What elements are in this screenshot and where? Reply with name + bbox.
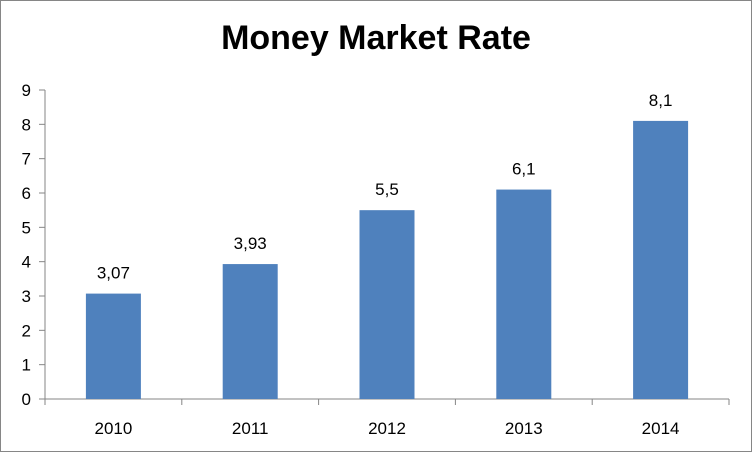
x-tick-label: 2011	[232, 419, 269, 438]
data-label: 8,1	[649, 91, 673, 110]
data-label: 3,93	[234, 234, 267, 253]
data-label: 5,5	[375, 180, 399, 199]
chart-title: Money Market Rate	[221, 19, 531, 57]
bar-2014	[633, 120, 689, 400]
y-tick-label: 0	[22, 390, 31, 409]
bar-2013	[496, 189, 552, 399]
y-tick-label: 1	[22, 356, 31, 375]
bars	[85, 120, 689, 400]
bar-2011	[222, 264, 278, 399]
y-tick-label: 2	[22, 321, 31, 340]
y-tick-label: 8	[22, 115, 31, 134]
x-tick-label: 2014	[642, 419, 680, 438]
y-tick-label: 4	[22, 253, 31, 272]
bar-2012	[359, 210, 415, 399]
x-tick-label: 2010	[94, 419, 132, 438]
y-tick-label: 7	[22, 150, 31, 169]
y-tick-label: 3	[22, 287, 31, 306]
y-tick-label: 9	[22, 81, 31, 100]
data-label: 6,1	[512, 160, 536, 179]
labels: 0 1 2 3 4 5 6 7 8 9 2010 3,07 2011 3,93 2012 5,5 2013 6,1…	[22, 81, 680, 438]
data-label: 3,07	[97, 264, 130, 283]
bar-2010	[85, 293, 141, 399]
x-tick-label: 2013	[505, 419, 543, 438]
y-tick-label: 5	[22, 218, 31, 237]
x-tick-label: 2012	[368, 419, 406, 438]
y-tick-label: 6	[22, 184, 31, 203]
